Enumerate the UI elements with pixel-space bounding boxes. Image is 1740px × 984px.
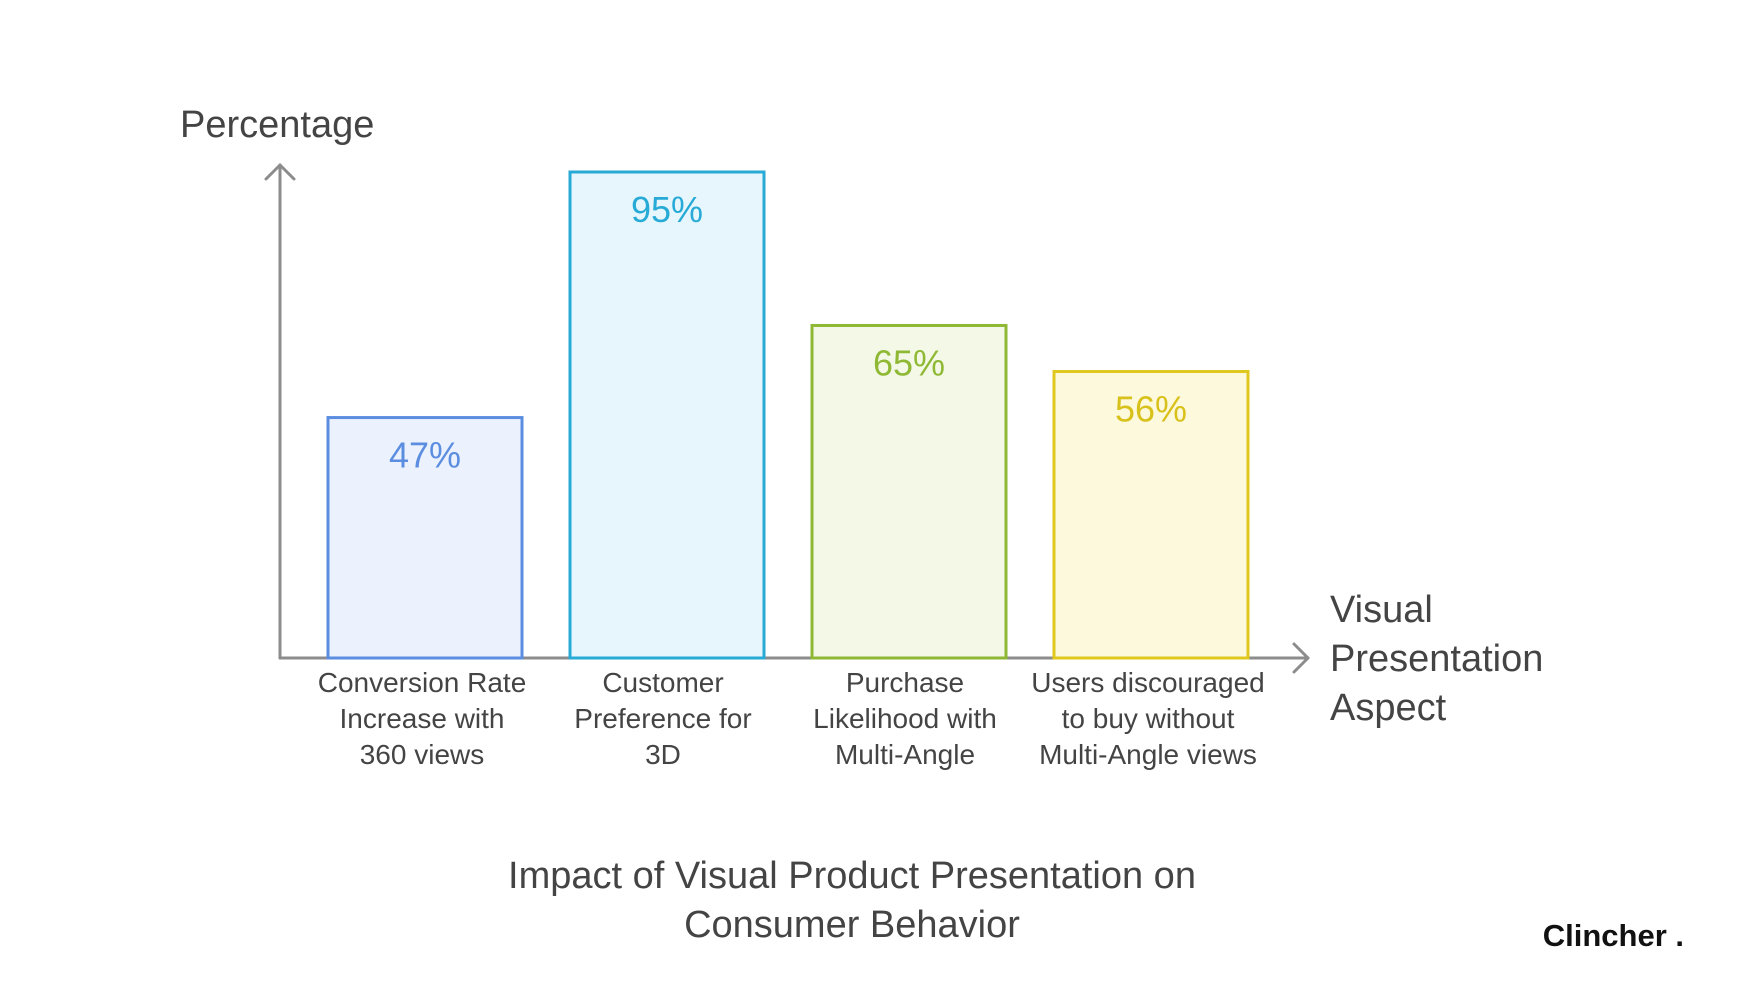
bar-value-label-2: 95% [631, 189, 703, 230]
category-label-1: Conversion Rate Increase with 360 views [318, 667, 527, 770]
y-axis-arrowhead [264, 163, 296, 181]
category-labels: Conversion Rate Increase with 360 views Cus… [318, 667, 1265, 770]
category-label-2: Customer Preference for 3D [574, 667, 751, 770]
bars-group: 47% 95% 65% 56% [326, 170, 1250, 660]
bar-2 [568, 170, 766, 660]
bar-3 [810, 323, 1008, 660]
bar-value-label-1: 47% [389, 435, 461, 476]
chart-title-text: Impact of Visual Product Presentation on… [508, 855, 1196, 946]
brand-logo: Clincher . [1542, 918, 1684, 953]
x-axis-arrowhead [1292, 642, 1310, 674]
y-axis-title: Percentage [180, 104, 374, 146]
chart-title: Impact of Visual Product Presentation on… [508, 855, 1196, 946]
axis-titles: Percentage Visual Presentation Aspect [180, 104, 1543, 729]
x-axis-title: Visual Presentation Aspect [1330, 589, 1543, 729]
bar-4 [1052, 370, 1250, 660]
bar-value-label-3: 65% [873, 342, 945, 383]
bar-value-label-4: 56% [1115, 389, 1187, 430]
category-label-3: Purchase Likelihood with Multi-Angle [813, 667, 997, 770]
bar-1 [326, 416, 524, 660]
category-label-4: Users discouraged to buy without Multi-Ang… [1031, 667, 1264, 770]
